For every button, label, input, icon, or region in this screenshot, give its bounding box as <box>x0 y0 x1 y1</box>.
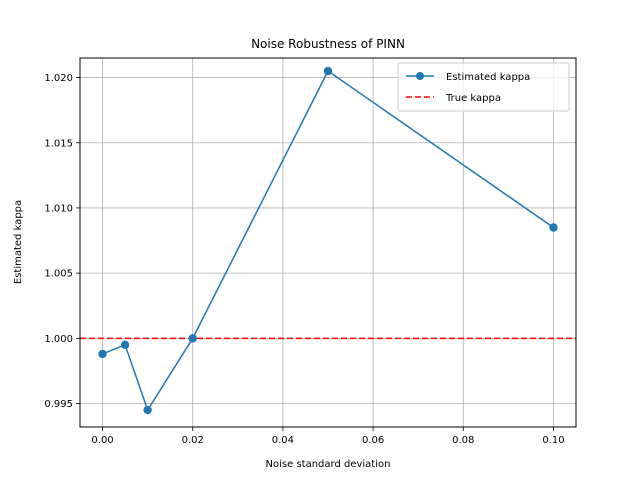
estimated-kappa-markers <box>98 66 558 415</box>
x-tick-label: 0.02 <box>182 435 204 446</box>
data-point <box>98 349 107 359</box>
y-tick-label: 1.015 <box>44 138 73 149</box>
y-tick-label: 1.005 <box>44 269 73 280</box>
legend-estimated-marker <box>416 72 424 80</box>
data-point <box>323 66 333 76</box>
x-tick-label: 0.00 <box>91 435 113 446</box>
y-tick-label: 1.010 <box>44 203 73 214</box>
data-point <box>120 340 130 350</box>
y-axis-label: Estimated kappa <box>13 200 24 284</box>
legend-box <box>397 62 570 112</box>
legend-true-label: True kappa <box>445 93 501 104</box>
data-point <box>143 405 152 415</box>
y-axis-ticks: 0.995 1.000 1.005 1.010 1.015 1.020 <box>44 73 80 410</box>
legend: Estimated kappa True kappa <box>397 62 570 112</box>
data-point <box>549 223 558 232</box>
data-point <box>188 334 197 343</box>
y-tick-label: 1.000 <box>44 334 73 345</box>
x-tick-label: 0.06 <box>362 435 384 446</box>
x-tick-label: 0.04 <box>272 435 294 446</box>
y-tick-label: 0.995 <box>44 399 73 410</box>
x-axis-label: Noise standard deviation <box>266 459 391 470</box>
chart-title: Noise Robustness of PINN <box>251 37 405 51</box>
y-tick-label: 1.020 <box>44 73 73 84</box>
x-tick-label: 0.08 <box>452 435 474 446</box>
x-tick-label: 0.10 <box>542 435 564 446</box>
plot-frame <box>79 57 577 428</box>
x-axis-ticks: 0.00 0.02 0.04 0.06 0.08 0.10 <box>91 427 565 446</box>
legend-estimated-label: Estimated kappa <box>446 72 530 83</box>
